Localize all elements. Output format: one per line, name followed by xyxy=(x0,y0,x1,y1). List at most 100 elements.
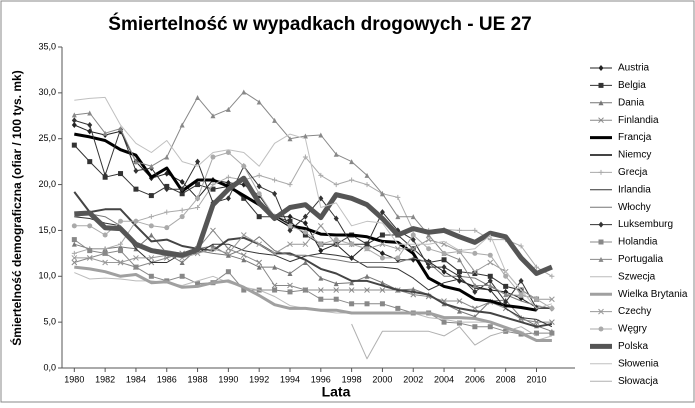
marker xyxy=(518,277,524,284)
marker xyxy=(71,250,77,256)
marker xyxy=(133,264,139,270)
marker xyxy=(518,243,524,249)
marker xyxy=(287,227,293,234)
marker xyxy=(379,280,385,286)
marker xyxy=(441,264,447,271)
marker xyxy=(472,288,478,295)
marker xyxy=(456,308,462,314)
marker xyxy=(148,273,154,279)
marker xyxy=(395,214,401,220)
marker xyxy=(287,218,293,224)
marker xyxy=(302,229,308,235)
marker xyxy=(272,190,278,197)
marker xyxy=(179,260,185,266)
marker xyxy=(256,259,263,266)
marker xyxy=(410,214,416,220)
x-tick-label: 2006 xyxy=(465,374,485,384)
legend-label: Portugalia xyxy=(618,254,663,265)
marker xyxy=(164,225,170,231)
marker xyxy=(503,283,509,289)
marker xyxy=(87,121,93,128)
x-tick-label: 2008 xyxy=(496,374,516,384)
marker xyxy=(487,277,493,284)
marker xyxy=(598,256,604,262)
marker xyxy=(472,324,478,330)
marker xyxy=(518,292,524,298)
marker xyxy=(441,268,447,275)
marker xyxy=(210,154,216,160)
y-tick-label: 15,0 xyxy=(38,225,56,235)
marker xyxy=(441,250,447,256)
marker xyxy=(318,132,324,138)
marker xyxy=(287,271,293,277)
marker xyxy=(598,169,604,175)
x-tick-label: 1990 xyxy=(218,374,238,384)
marker xyxy=(598,221,604,228)
x-tick-label: 1982 xyxy=(95,374,115,384)
x-tick-label: 1996 xyxy=(311,374,331,384)
marker xyxy=(148,193,154,199)
marker xyxy=(87,110,93,116)
series-line xyxy=(74,229,552,323)
series-line xyxy=(74,119,552,309)
marker xyxy=(272,117,278,123)
x-tick-label: 2002 xyxy=(403,374,423,384)
marker xyxy=(71,117,77,124)
marker xyxy=(302,241,309,248)
y-tick-label: 5,0 xyxy=(43,317,56,327)
marker xyxy=(272,264,278,270)
marker xyxy=(71,237,77,243)
marker xyxy=(487,273,493,279)
marker xyxy=(441,257,447,263)
marker xyxy=(287,223,293,229)
marker xyxy=(318,275,324,281)
legend-label: Irlandia xyxy=(618,184,651,195)
marker xyxy=(117,259,124,266)
marker xyxy=(102,259,108,266)
marker xyxy=(241,287,247,293)
legend-label: Dania xyxy=(618,97,645,108)
marker xyxy=(225,149,231,155)
marker xyxy=(71,223,77,229)
marker xyxy=(349,177,355,183)
marker xyxy=(395,305,401,311)
marker xyxy=(210,182,216,188)
marker xyxy=(598,117,604,124)
series-line xyxy=(74,239,552,335)
marker xyxy=(349,280,355,286)
marker xyxy=(164,209,170,215)
marker xyxy=(456,269,462,275)
marker xyxy=(333,241,340,248)
marker xyxy=(148,223,154,229)
marker xyxy=(240,232,247,238)
marker xyxy=(118,171,124,177)
marker xyxy=(598,82,604,88)
marker xyxy=(241,89,247,95)
marker xyxy=(379,287,386,293)
marker xyxy=(302,213,308,220)
marker xyxy=(71,142,77,148)
marker xyxy=(379,191,385,197)
marker xyxy=(379,301,385,307)
marker xyxy=(394,245,401,252)
marker xyxy=(256,241,263,248)
marker xyxy=(148,163,154,169)
series-line xyxy=(351,323,537,360)
marker xyxy=(287,213,293,220)
marker xyxy=(364,301,370,307)
marker xyxy=(549,273,555,279)
marker xyxy=(487,259,494,266)
marker xyxy=(225,250,232,257)
marker xyxy=(533,330,539,336)
marker xyxy=(503,273,509,279)
marker xyxy=(364,273,370,279)
marker xyxy=(86,255,93,261)
marker xyxy=(225,245,232,252)
legend-label: Luksemburg xyxy=(618,219,673,230)
series-line xyxy=(74,124,552,309)
marker xyxy=(333,237,339,243)
marker xyxy=(195,205,201,210)
marker xyxy=(410,236,416,243)
